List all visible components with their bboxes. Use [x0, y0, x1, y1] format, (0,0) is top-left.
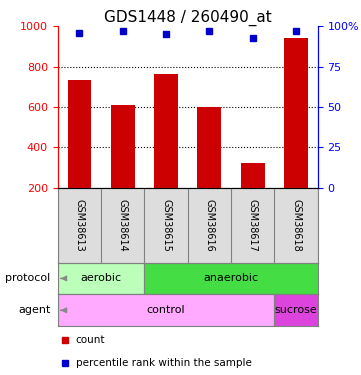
Bar — [284, 38, 308, 188]
Text: percentile rank within the sample: percentile rank within the sample — [76, 358, 252, 368]
Bar — [144, 262, 318, 294]
Text: GSM38613: GSM38613 — [74, 199, 84, 251]
Text: sucrose: sucrose — [275, 305, 317, 315]
Text: GSM38616: GSM38616 — [204, 199, 214, 251]
Text: GSM38618: GSM38618 — [291, 199, 301, 251]
Bar — [68, 80, 91, 188]
Bar — [197, 107, 221, 188]
Bar — [241, 164, 265, 188]
Bar — [58, 262, 144, 294]
Bar — [274, 294, 318, 326]
Text: anaerobic: anaerobic — [204, 273, 258, 284]
Text: control: control — [147, 305, 185, 315]
Title: GDS1448 / 260490_at: GDS1448 / 260490_at — [104, 10, 271, 26]
Text: aerobic: aerobic — [81, 273, 122, 284]
Bar — [58, 294, 274, 326]
Text: GSM38617: GSM38617 — [248, 199, 258, 251]
Text: count: count — [76, 335, 105, 345]
Text: agent: agent — [18, 305, 51, 315]
Text: GSM38615: GSM38615 — [161, 199, 171, 251]
Bar — [111, 105, 135, 188]
Text: GSM38614: GSM38614 — [118, 199, 128, 251]
Bar — [154, 74, 178, 188]
Text: protocol: protocol — [5, 273, 51, 284]
